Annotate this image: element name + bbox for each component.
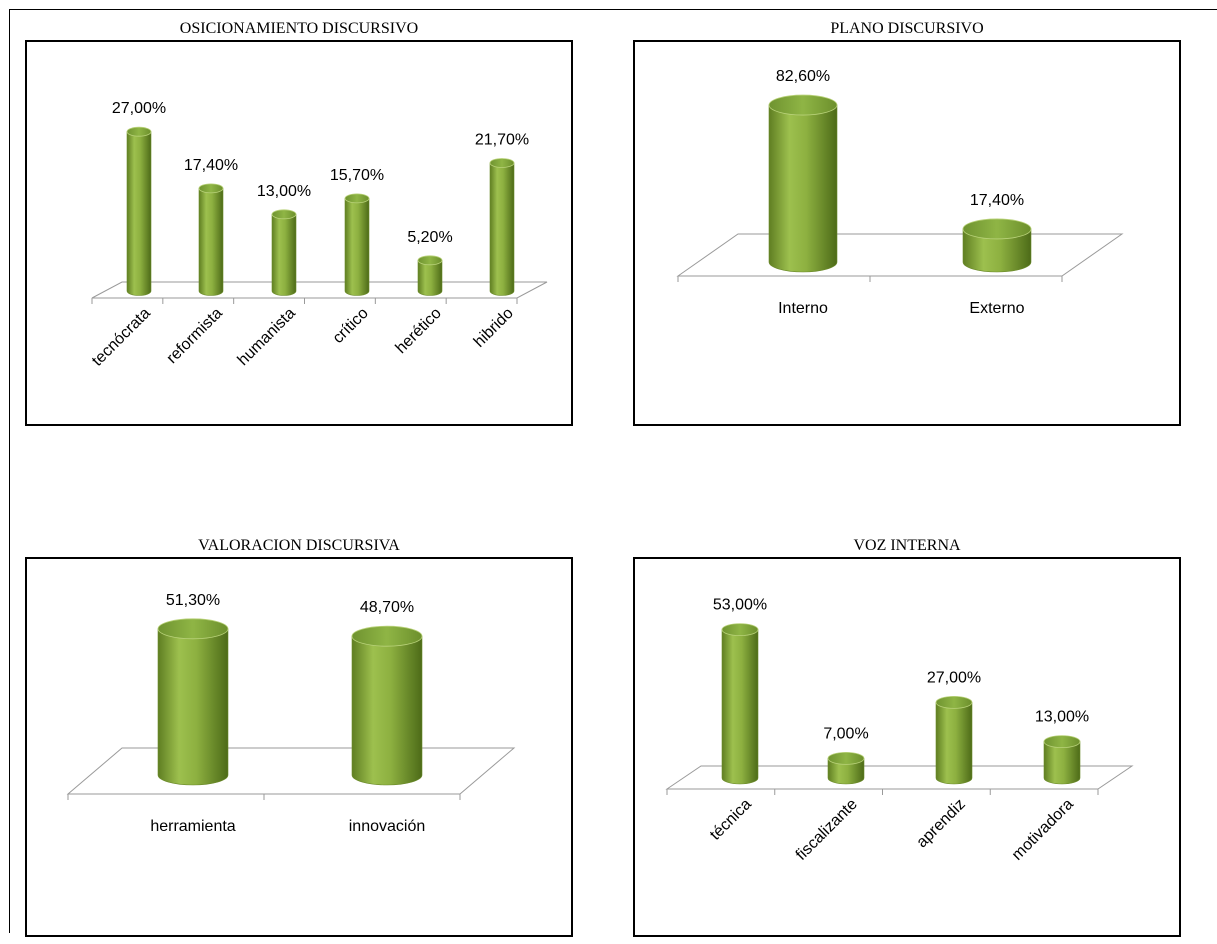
- bar: [768, 94, 838, 273]
- page-frame-left: [9, 9, 10, 933]
- bar: [962, 218, 1032, 273]
- chart-panel-valoracion: VALORACION DISCURSIVA 51,30% herramienta 4…: [25, 537, 573, 937]
- data-label: 17,40%: [970, 192, 1024, 209]
- x-tick-label: herramienta: [150, 818, 235, 835]
- chart-svg: 53,00% técnica 7,00% fiscalizante 27,00% apre…: [665, 597, 1134, 864]
- page-frame-top: [9, 9, 1217, 10]
- x-tick-label: tecnócrata: [89, 305, 154, 370]
- bar: [827, 751, 865, 785]
- data-label: 82,60%: [776, 68, 830, 85]
- chart-floor: [66, 747, 516, 795]
- data-label: 13,00%: [257, 183, 311, 200]
- bar: [721, 623, 759, 785]
- data-label: 5,20%: [407, 229, 452, 246]
- data-label: 27,00%: [927, 669, 981, 686]
- bar: [351, 625, 423, 786]
- bar: [417, 255, 443, 296]
- data-label: 27,00%: [112, 100, 166, 117]
- bar: [935, 695, 973, 785]
- data-label: 7,00%: [823, 725, 868, 742]
- chart-panel-plano: PLANO DISCURSIVO 82,60% Interno 17,40% Exte…: [633, 18, 1181, 426]
- bar: [344, 193, 370, 296]
- chart-title: VOZ INTERNA: [853, 537, 961, 554]
- chart-panel-voz-interna: VOZ INTERNA 53,00% técnica 7,00% fiscalizan…: [633, 537, 1181, 937]
- x-tick-label: reformista: [164, 305, 226, 367]
- chart-floor: [91, 281, 548, 299]
- x-tick-label: hibrido: [471, 305, 517, 351]
- bar: [489, 158, 515, 296]
- bar: [126, 126, 152, 296]
- x-tick-label: herético: [393, 305, 445, 357]
- x-tick-label: innovación: [349, 818, 426, 835]
- data-label: 48,70%: [360, 599, 414, 616]
- x-tick-label: crítico: [330, 305, 372, 347]
- chart-panel-posicionamiento: OSICIONAMIENTO DISCURSIVO 27,00% tecnócra…: [25, 18, 573, 426]
- bar: [198, 183, 224, 296]
- x-tick-label: Interno: [778, 300, 828, 317]
- chart-floor: [665, 765, 1134, 790]
- data-label: 15,70%: [330, 167, 384, 184]
- chart-floor: [676, 233, 1124, 277]
- chart-svg: 27,00% tecnócrata 17,40% reformista 13,00% hu…: [89, 100, 548, 370]
- bar: [157, 618, 229, 786]
- x-tick-label: aprendiz: [913, 796, 968, 851]
- data-label: 13,00%: [1035, 709, 1089, 726]
- data-label: 21,70%: [475, 131, 529, 148]
- chart-svg: 82,60% Interno 17,40% Externo: [676, 68, 1124, 317]
- x-tick-label: Externo: [969, 300, 1024, 317]
- chart-title: OSICIONAMIENTO DISCURSIVO: [179, 20, 419, 37]
- chart-title: PLANO DISCURSIVO: [830, 20, 984, 37]
- chart-area: 82,60% Interno 17,40% Externo: [633, 40, 1181, 426]
- x-tick-label: fiscalizante: [793, 796, 861, 864]
- chart-area: 51,30% herramienta 48,70% innovación: [25, 557, 573, 937]
- bar: [271, 209, 297, 296]
- x-tick-label: técnica: [707, 796, 755, 844]
- chart-area: 27,00% tecnócrata 17,40% reformista 13,00% hu…: [25, 40, 573, 426]
- data-label: 17,40%: [184, 157, 238, 174]
- bar: [1043, 735, 1081, 785]
- data-label: 53,00%: [713, 597, 767, 614]
- chart-svg: 51,30% herramienta 48,70% innovación: [66, 592, 516, 835]
- x-tick-label: motivadora: [1009, 796, 1077, 864]
- chart-title: VALORACION DISCURSIVA: [198, 537, 400, 554]
- x-tick-label: humanista: [235, 305, 299, 369]
- chart-area: 53,00% técnica 7,00% fiscalizante 27,00% apre…: [633, 557, 1181, 937]
- data-label: 51,30%: [166, 592, 220, 609]
